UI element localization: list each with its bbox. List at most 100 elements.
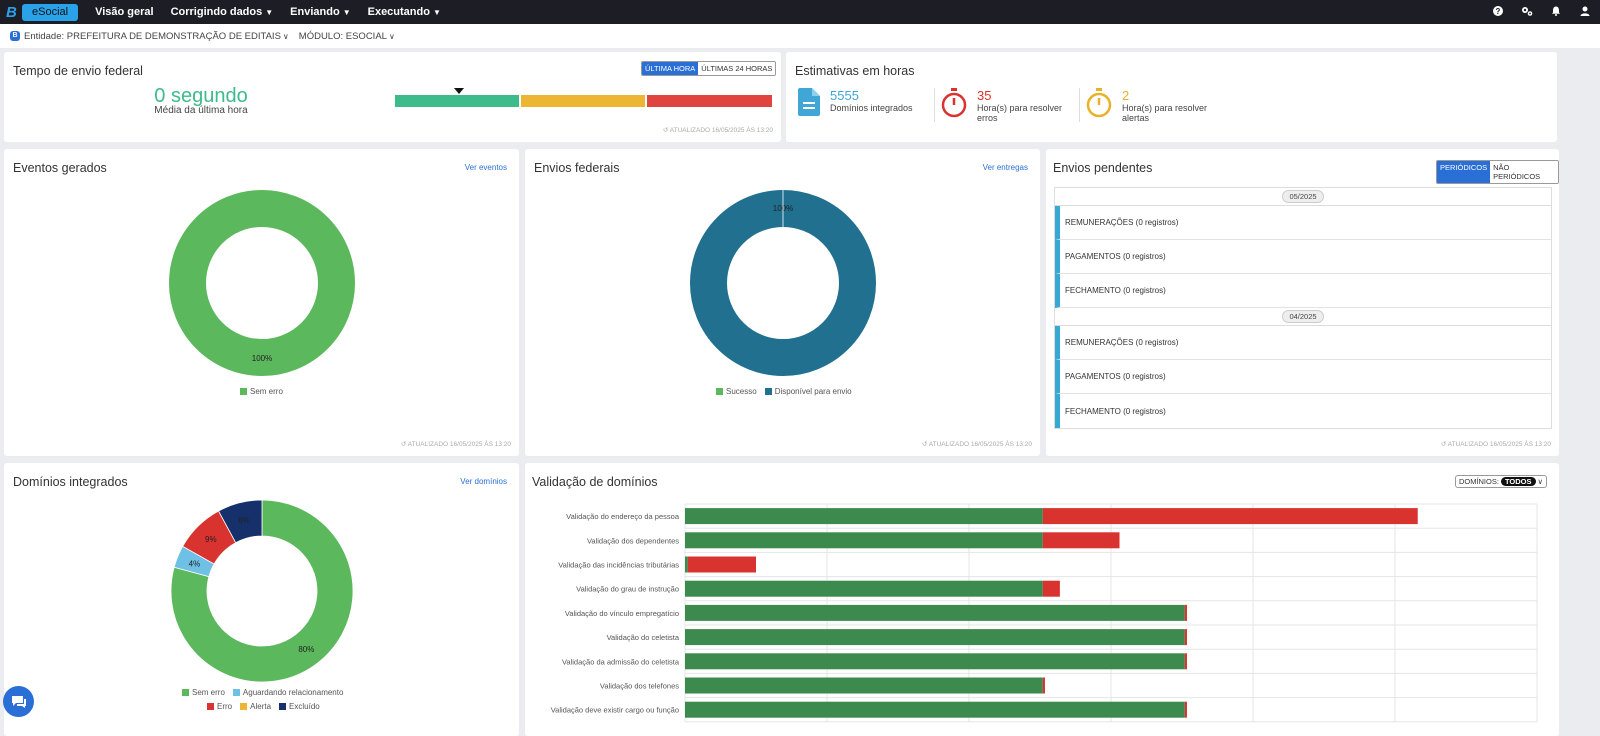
- legend-swatch: [240, 703, 248, 710]
- document-icon: [798, 88, 820, 121]
- legend-item[interactable]: Alerta: [240, 702, 271, 711]
- dominios-data-label: 9%: [205, 535, 217, 544]
- nav-corrigindo-dados[interactable]: Corrigindo dados ▼: [171, 6, 274, 18]
- bar-segment[interactable]: [1184, 653, 1187, 670]
- toggle-nao-periodicos[interactable]: NÃO PERIÓDICOS: [1490, 161, 1558, 183]
- toggle-ultima-hora[interactable]: ÚLTIMA HORA: [642, 62, 699, 75]
- bar-segment[interactable]: [685, 701, 1185, 718]
- periodicity-toggle: PERIÓDICOS NÃO PERIÓDICOS: [1436, 160, 1559, 184]
- chat-icon: [11, 695, 26, 708]
- dominios-data-label: 80%: [298, 645, 314, 654]
- updated-timestamp: ↺ ATUALIZADO 16/05/2025 ÀS 13:20: [401, 440, 511, 448]
- pending-row[interactable]: REMUNERAÇÕES (0 registros): [1055, 206, 1551, 240]
- entity-selector[interactable]: Entidade: PREFEITURA DE DEMONSTRAÇÃO DE …: [24, 31, 289, 42]
- legend-label: Alerta: [250, 702, 272, 711]
- gauge-segment-red: [647, 95, 772, 107]
- toggle-ultimas-24-horas[interactable]: ÚLTIMAS 24 HORAS: [698, 62, 776, 75]
- nav-enviando[interactable]: Enviando ▼: [290, 6, 350, 18]
- bar-segment[interactable]: [685, 629, 1185, 646]
- legend-item[interactable]: Disponível para envio: [764, 387, 852, 396]
- bar-segment[interactable]: [685, 604, 1185, 621]
- legend-item[interactable]: Erro: [207, 702, 232, 711]
- tempo-caption: Média da última hora: [154, 105, 248, 116]
- bar-segment[interactable]: [685, 556, 688, 573]
- category-label: Validação dos dependentes: [587, 536, 679, 545]
- legend-label: Disponível para envio: [774, 387, 852, 396]
- category-label: Validação deve existir cargo ou função: [551, 706, 679, 715]
- module-selector[interactable]: MÓDULO: ESOCIAL ∨: [299, 31, 395, 42]
- entity-label: Entidade: PREFEITURA DE DEMONSTRAÇÃO DE …: [24, 30, 281, 42]
- chevron-down-icon: ▼: [342, 7, 351, 17]
- pending-row[interactable]: FECHAMENTO (0 registros): [1055, 274, 1551, 308]
- bar-segment[interactable]: [1184, 629, 1187, 646]
- ver-entregas-link[interactable]: Ver entregas: [982, 163, 1028, 172]
- clock-icon: ↺: [921, 441, 928, 448]
- ver-dominios-link[interactable]: Ver domínios: [460, 477, 507, 486]
- legend-swatch: [240, 388, 247, 395]
- bar-segment[interactable]: [1042, 508, 1418, 525]
- bar-segment[interactable]: [1184, 604, 1187, 621]
- stopwatch-icon: [941, 88, 967, 123]
- nav-label: Visão geral: [95, 6, 154, 18]
- eventos-slice[interactable]: [169, 190, 355, 376]
- brand-logo[interactable]: B eSocial: [6, 3, 79, 21]
- settings-icon[interactable]: [1521, 6, 1533, 19]
- pending-row[interactable]: PAGAMENTOS (0 registros): [1055, 240, 1551, 274]
- bar-segment[interactable]: [1184, 701, 1187, 718]
- estimate-erros: 35 Hora(s) para resolver erros: [941, 88, 1072, 123]
- bar-segment[interactable]: [1042, 677, 1045, 694]
- dominios-slice[interactable]: [170, 499, 354, 683]
- brand-letter: B: [6, 3, 17, 21]
- chat-button[interactable]: [3, 686, 34, 717]
- legend-label: Erro: [217, 702, 233, 711]
- bar-segment[interactable]: [685, 677, 1043, 694]
- card-tempo-envio: Tempo de envio federal ÚLTIMA HORA ÚLTIM…: [4, 52, 781, 142]
- clock-icon: ↺: [662, 127, 669, 134]
- card-validacao-dominios: Validação de domínios DOMÍNIOS: TODOS ∨ …: [525, 463, 1559, 736]
- toggle-periodicos[interactable]: PERIÓDICOS: [1437, 161, 1491, 183]
- bell-icon[interactable]: [1550, 6, 1561, 19]
- legend-item[interactable]: Excluído: [279, 702, 320, 711]
- tempo-value: 0 segundo: [154, 85, 248, 107]
- bar-segment[interactable]: [685, 653, 1185, 670]
- bar-segment[interactable]: [685, 532, 1043, 549]
- pending-row[interactable]: PAGAMENTOS (0 registros): [1055, 360, 1551, 394]
- legend-item[interactable]: Sem erro: [240, 387, 283, 396]
- gauge-marker-icon: [454, 88, 465, 94]
- legend-label: Aguardando relacionamento: [242, 688, 344, 697]
- chevron-down-icon: ▼: [265, 7, 274, 17]
- month-badge: 04/2025: [1282, 310, 1324, 323]
- estimate-alertas: 2 Hora(s) para resolver alertas: [1086, 88, 1217, 123]
- pending-row[interactable]: REMUNERAÇÕES (0 registros): [1055, 326, 1551, 360]
- legend-item[interactable]: Sucesso: [716, 387, 757, 396]
- user-icon[interactable]: [1579, 6, 1590, 19]
- legend-label: Sem erro: [250, 387, 283, 396]
- legend-swatch: [232, 689, 240, 696]
- legend-item[interactable]: Sem erro: [182, 688, 225, 697]
- category-label: Validação da admissão do celetista: [562, 657, 680, 666]
- updated-text: ATUALIZADO 16/05/2025 ÀS 13:20: [928, 441, 1032, 448]
- bar-segment[interactable]: [687, 556, 756, 573]
- card-title: Validação de domínios: [532, 475, 658, 489]
- nav-executando[interactable]: Executando ▼: [368, 6, 441, 18]
- card-title: Eventos gerados: [13, 161, 107, 175]
- dominios-filter-dropdown[interactable]: DOMÍNIOS: TODOS ∨: [1454, 475, 1547, 488]
- bar-segment[interactable]: [685, 508, 1043, 525]
- bar-segment[interactable]: [685, 580, 1043, 597]
- nav-visao-geral[interactable]: Visão geral: [95, 6, 154, 18]
- dominios-slice[interactable]: [218, 499, 263, 544]
- legend-item[interactable]: Aguardando relacionamento: [232, 688, 344, 697]
- envios-slice[interactable]: [690, 190, 876, 376]
- card-title: Envios federais: [534, 161, 620, 175]
- estimate-value: 2: [1122, 88, 1130, 103]
- estimate-label: Hora(s) para resolver alertas: [1122, 103, 1208, 123]
- help-icon[interactable]: ?: [1492, 5, 1503, 19]
- month-header: 04/2025: [1055, 308, 1551, 326]
- top-navbar: B eSocial Visão geral Corrigindo dados ▼ …: [0, 0, 1600, 24]
- ver-eventos-link[interactable]: Ver eventos: [464, 163, 507, 172]
- pending-row[interactable]: FECHAMENTO (0 registros): [1055, 394, 1551, 428]
- pending-table: 05/2025 REMUNERAÇÕES (0 registros) PAGAM…: [1054, 187, 1552, 429]
- bar-segment[interactable]: [1042, 532, 1120, 549]
- tempo-gauge: [395, 95, 772, 108]
- bar-segment[interactable]: [1042, 580, 1060, 597]
